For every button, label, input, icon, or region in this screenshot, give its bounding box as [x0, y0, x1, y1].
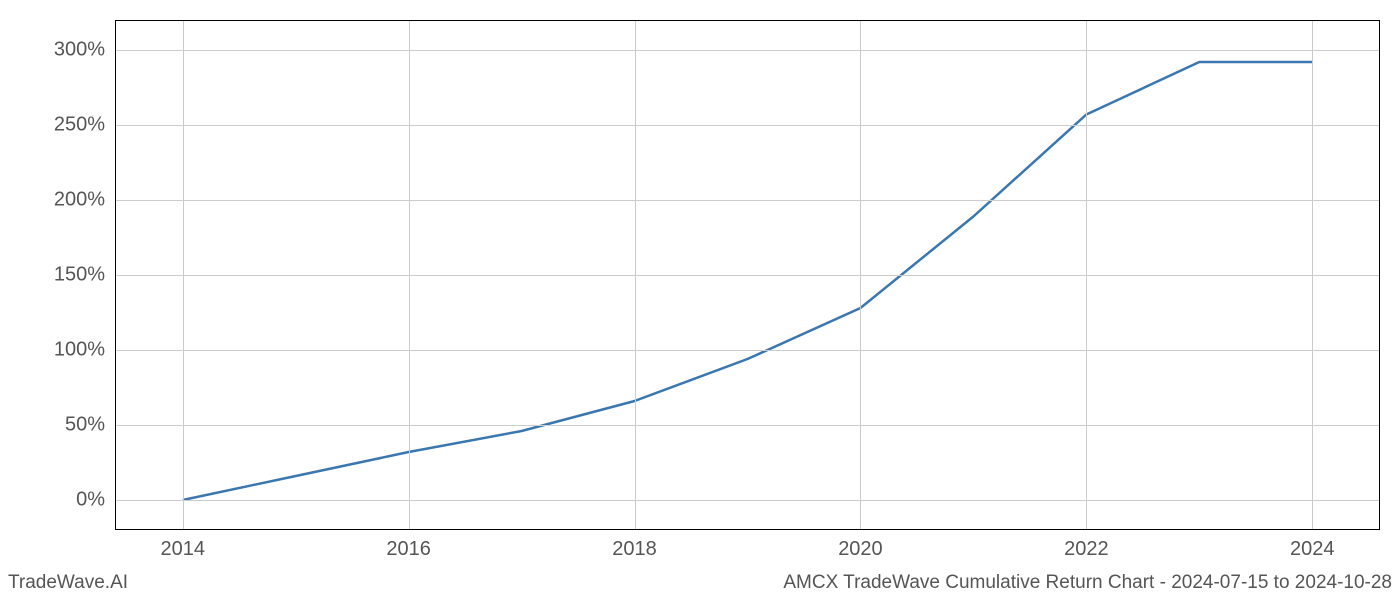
series-line [183, 62, 1312, 500]
y-tick-label: 50% [65, 414, 105, 437]
grid-line-horizontal [115, 500, 1380, 501]
grid-line-vertical [1312, 20, 1313, 530]
grid-line-horizontal [115, 350, 1380, 351]
grid-line-vertical [1086, 20, 1087, 530]
grid-line-vertical [635, 20, 636, 530]
x-tick-label: 2020 [838, 538, 883, 561]
y-tick-label: 150% [54, 264, 105, 287]
grid-line-vertical [860, 20, 861, 530]
x-tick-label: 2018 [612, 538, 657, 561]
grid-line-horizontal [115, 125, 1380, 126]
y-tick-label: 300% [54, 39, 105, 62]
grid-line-horizontal [115, 50, 1380, 51]
axis-spine [115, 20, 1380, 21]
footer-right-label: AMCX TradeWave Cumulative Return Chart -… [783, 572, 1392, 594]
y-tick-label: 200% [54, 189, 105, 212]
x-tick-label: 2014 [161, 538, 206, 561]
chart-container: 0% 50% 100% 150% 200% 250% 300% 2014 2016 2018 202… [0, 0, 1400, 600]
x-tick-label: 2022 [1064, 538, 1109, 561]
grid-line-vertical [409, 20, 410, 530]
y-tick-label: 0% [76, 489, 105, 512]
grid-line-vertical [183, 20, 184, 530]
grid-line-horizontal [115, 200, 1380, 201]
grid-line-horizontal [115, 275, 1380, 276]
x-tick-label: 2016 [386, 538, 431, 561]
axis-spine [115, 529, 1380, 530]
axis-spine [115, 20, 116, 530]
plot-area: 0%50%100%150%200%250%300%201420162018202… [115, 20, 1380, 530]
grid-line-horizontal [115, 425, 1380, 426]
x-tick-label: 2024 [1290, 538, 1335, 561]
footer-left-label: TradeWave.AI [8, 572, 128, 594]
y-tick-label: 100% [54, 339, 105, 362]
y-tick-label: 250% [54, 114, 105, 137]
axis-spine [1379, 20, 1380, 530]
